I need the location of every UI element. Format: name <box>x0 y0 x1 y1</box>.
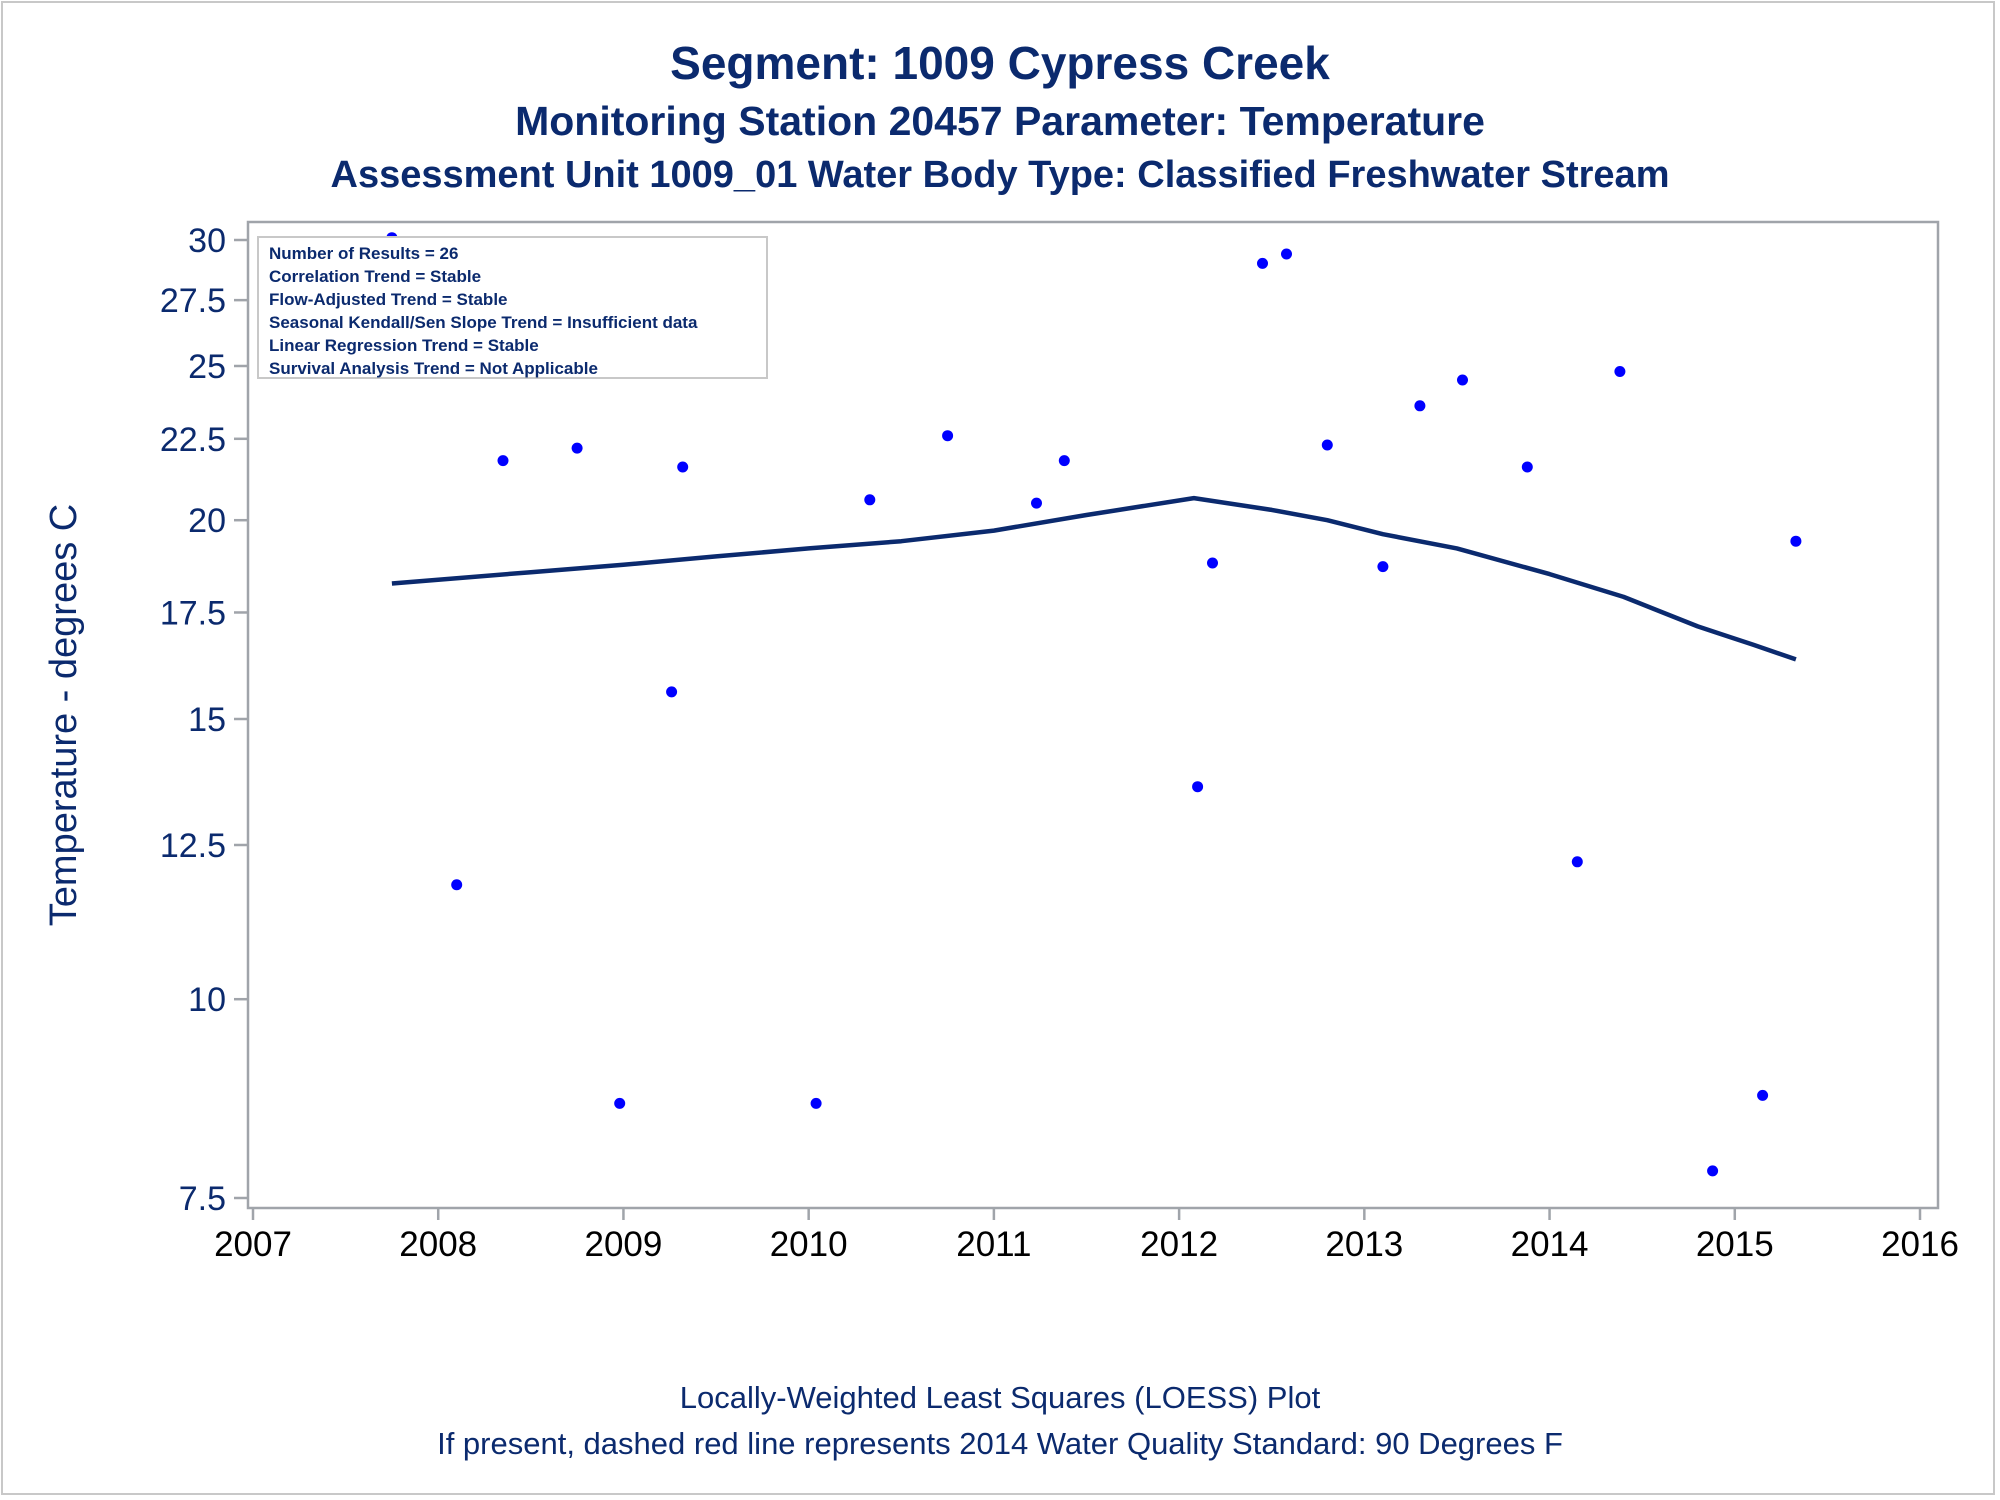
x-tick-label: 2008 <box>399 1225 477 1264</box>
x-tick-label: 2011 <box>956 1225 1031 1264</box>
data-point <box>571 442 583 454</box>
x-tick-label: 2014 <box>1511 1225 1589 1264</box>
stats-line: Seasonal Kendall/Sen Slope Trend = Insuf… <box>269 313 698 332</box>
data-point <box>1031 497 1042 509</box>
y-tick-label: 27.5 <box>160 282 226 320</box>
y-tick-label: 7.5 <box>179 1180 226 1218</box>
stats-line: Number of Results = 26 <box>269 244 459 263</box>
data-point <box>1281 248 1292 260</box>
data-point <box>1757 1089 1769 1101</box>
data-point <box>1414 400 1426 412</box>
stats-line: Survival Analysis Trend = Not Applicable <box>269 359 598 378</box>
y-tick-label: 22.5 <box>160 421 226 459</box>
x-tick-label: 2015 <box>1696 1225 1774 1264</box>
footnote-method: Locally-Weighted Least Squares (LOESS) P… <box>679 1380 1321 1415</box>
data-point <box>1207 557 1218 569</box>
chart-title: Segment: 1009 Cypress Creek <box>670 37 1330 89</box>
chart-subtitle-station: Monitoring Station 20457 Parameter: Temp… <box>515 98 1485 144</box>
data-point <box>497 455 509 467</box>
y-tick-label: 20 <box>188 502 226 540</box>
data-point <box>1614 366 1626 377</box>
data-point <box>1457 374 1468 386</box>
data-point <box>614 1097 626 1109</box>
data-point <box>1790 535 1802 547</box>
y-tick-label: 12.5 <box>160 827 226 865</box>
data-point <box>810 1097 822 1109</box>
y-tick-label: 30 <box>188 222 226 260</box>
y-tick-label: 15 <box>188 701 226 739</box>
data-point <box>1192 781 1204 793</box>
data-point <box>1058 455 1070 467</box>
stats-line: Flow-Adjusted Trend = Stable <box>269 290 508 309</box>
data-point <box>1707 1165 1719 1177</box>
stats-box: Number of Results = 26 Correlation Trend… <box>257 236 768 379</box>
x-tick-label: 2009 <box>585 1225 663 1264</box>
y-tick-label: 25 <box>188 348 226 386</box>
footnote-standard: If present, dashed red line represents 2… <box>437 1426 1563 1461</box>
data-point <box>1571 856 1583 868</box>
data-point <box>451 879 463 891</box>
y-axis-label: Temperature - degrees C <box>43 504 85 926</box>
data-point <box>942 430 954 442</box>
y-tick-label: 10 <box>188 981 226 1019</box>
plot-frame <box>246 220 1940 1210</box>
x-tick-label: 2007 <box>214 1225 292 1264</box>
x-tick-label: 2010 <box>770 1225 848 1264</box>
chart-subtitle-assessment: Assessment Unit 1009_01 Water Body Type:… <box>330 154 1670 196</box>
data-point <box>1321 439 1333 451</box>
stats-line: Linear Regression Trend = Stable <box>269 336 539 355</box>
data-point <box>864 494 876 506</box>
data-point <box>1521 461 1533 473</box>
stats-line: Correlation Trend = Stable <box>269 267 482 286</box>
y-tick-label: 17.5 <box>160 594 226 632</box>
data-point <box>1377 561 1389 573</box>
x-tick-label: 2016 <box>1881 1225 1959 1264</box>
x-tick-label: 2013 <box>1325 1225 1403 1264</box>
data-point <box>666 686 678 698</box>
x-tick-label: 2012 <box>1140 1225 1218 1264</box>
data-point <box>677 461 689 473</box>
loess-line <box>391 495 1797 662</box>
data-point <box>1257 257 1268 269</box>
